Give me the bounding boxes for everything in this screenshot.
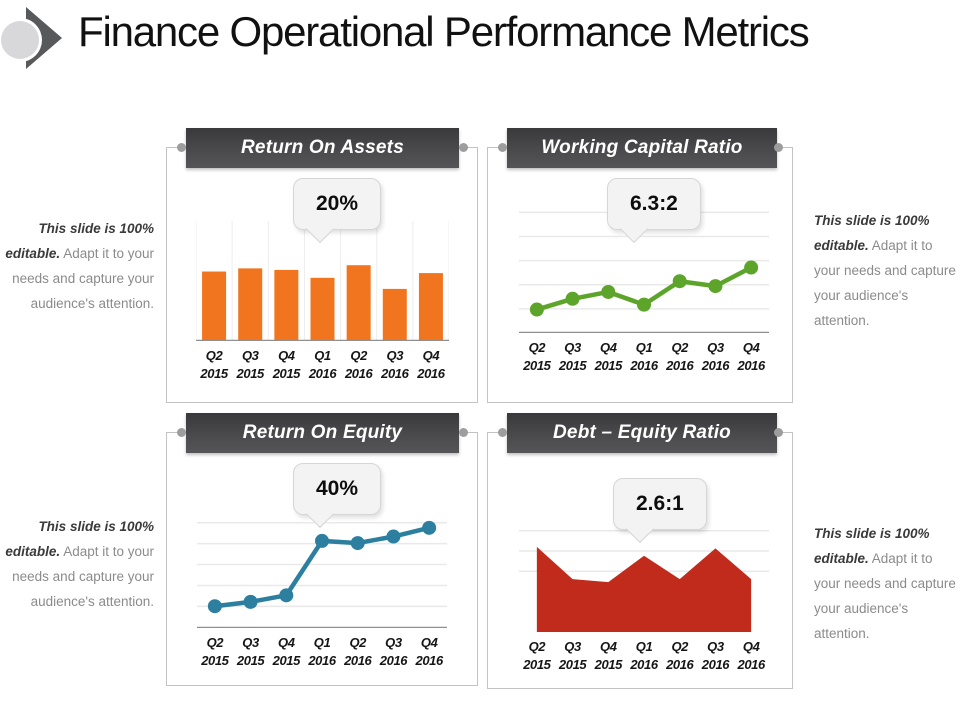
- panel-debt-equity-ratio: Debt – Equity Ratio Q2 2015 Q3 2015 Q4 2015 Q1…: [487, 413, 793, 689]
- x-axis-label: Q3 2016: [381, 348, 409, 381]
- callout-bubble: 20%: [293, 178, 382, 244]
- panel-return-on-equity: Return On Equity Q2 2015 Q3 2015 Q4 2015 Q1 201…: [166, 413, 478, 686]
- x-axis-label: Q3 2015: [558, 340, 587, 373]
- x-axis-label: Q3 2016: [379, 635, 408, 668]
- callout-bubble: 40%: [293, 463, 382, 529]
- x-axis-label: Q3 2015: [236, 348, 265, 381]
- callout-value: 6.3:2: [630, 192, 678, 215]
- x-axis-labels: Q2 2015 Q3 2015 Q4 2015 Q1 2016 Q2 2016 Q3 2016 Q4 20…: [197, 634, 447, 670]
- callout-value: 40%: [316, 477, 359, 500]
- connector-dot-icon: [177, 143, 186, 152]
- note-bold-text: This slide is 100% editable.: [5, 518, 154, 559]
- connector-dot-icon: [774, 143, 783, 152]
- x-axis-label: Q2 2016: [344, 635, 372, 668]
- note-bold-text: This slide is 100% editable.: [814, 212, 930, 253]
- connector-dot-icon: [459, 143, 468, 152]
- note-bottom-right: This slide is 100% editable. Adapt it to…: [814, 521, 958, 646]
- x-axis-label: Q2 2016: [344, 348, 373, 381]
- x-axis-label: Q2 2015: [523, 340, 551, 373]
- x-axis-label: Q3 2015: [236, 635, 265, 668]
- x-axis-label: Q4 2015: [594, 639, 623, 672]
- x-axis-label: Q1 2016: [308, 348, 337, 381]
- connector-dot-icon: [774, 428, 783, 437]
- panel-header: Working Capital Ratio: [507, 128, 777, 168]
- connector-dot-icon: [459, 428, 468, 437]
- connector-dot-icon: [177, 428, 186, 437]
- connector-dot-icon: [498, 428, 507, 437]
- x-axis-label: Q3 2016: [701, 340, 730, 373]
- panel-header: Return On Assets: [186, 128, 459, 168]
- x-axis-label: Q2 2015: [201, 635, 229, 668]
- x-axis-labels: Q2 2015 Q3 2015 Q4 2015 Q1 2016 Q2 2016 Q3 2016 Q4 20…: [519, 638, 769, 674]
- x-axis-label: Q2 2016: [666, 639, 694, 672]
- panel-header: Return On Equity: [186, 413, 459, 453]
- note-bold-text: This slide is 100% editable.: [5, 220, 154, 261]
- note-bottom-left: This slide is 100% editable. Adapt it to…: [4, 514, 154, 614]
- note-regular-text: Adapt it to your needs and capture your …: [12, 543, 154, 609]
- x-axis-labels: Q2 2015 Q3 2015 Q4 2015 Q1 2016 Q2 2016 Q3 2016 Q4 20…: [196, 347, 449, 383]
- panel-return-on-assets: Return On Assets Q2 2015 Q3 2015 Q4 2015 Q1 201…: [166, 128, 478, 403]
- x-axis-label: Q3 2016: [701, 639, 730, 672]
- x-axis-label: Q4 2016: [415, 635, 444, 668]
- callout-value: 2.6:1: [636, 492, 684, 515]
- arrow-bullet-icon: [0, 4, 72, 74]
- callout-bubble: 2.6:1: [613, 478, 707, 544]
- line-chart-return-on-equity: [197, 520, 447, 628]
- x-axis-label: Q2 2016: [666, 340, 694, 373]
- x-axis-labels: Q2 2015 Q3 2015 Q4 2015 Q1 2016 Q2 2016 Q3 2016 Q4 20…: [519, 339, 769, 375]
- bar-chart-return-on-assets: [196, 221, 449, 341]
- x-axis-label: Q3 2015: [558, 639, 587, 672]
- callout-value: 20%: [316, 192, 359, 215]
- x-axis-label: Q4 2016: [737, 340, 766, 373]
- x-axis-label: Q4 2015: [272, 348, 301, 381]
- x-axis-label: Q4 2015: [272, 635, 301, 668]
- x-axis-label: Q1 2016: [630, 639, 658, 672]
- note-bold-text: This slide is 100% editable.: [814, 525, 930, 566]
- x-axis-label: Q1 2016: [308, 635, 336, 668]
- x-axis-label: Q4 2016: [417, 348, 445, 381]
- x-axis-label: Q4 2015: [594, 340, 623, 373]
- x-axis-label: Q1 2016: [630, 340, 658, 373]
- x-axis-label: Q4 2016: [737, 639, 766, 672]
- panel-title: Return On Equity: [242, 422, 403, 443]
- note-top-left: This slide is 100% editable. Adapt it to…: [4, 216, 154, 316]
- note-regular-text: Adapt it to your needs and capture your …: [814, 550, 956, 641]
- panel-title: Working Capital Ratio: [541, 137, 743, 158]
- panel-working-capital-ratio: Working Capital Ratio Q2 2015 Q3 2015 Q4 2015…: [487, 128, 793, 403]
- page-title: Finance Operational Performance Metrics: [78, 8, 810, 55]
- connector-dot-icon: [498, 143, 507, 152]
- area-chart-debt-equity-ratio: [519, 530, 769, 632]
- note-regular-text: Adapt it to your needs and capture your …: [814, 237, 956, 328]
- note-top-right: This slide is 100% editable. Adapt it to…: [814, 208, 958, 333]
- note-regular-text: Adapt it to your needs and capture your …: [12, 245, 154, 311]
- panel-title: Debt – Equity Ratio: [553, 422, 731, 443]
- x-axis-label: Q2 2015: [200, 348, 228, 381]
- callout-bubble: 6.3:2: [607, 178, 701, 244]
- circle-icon: [1, 21, 39, 59]
- panel-header: Debt – Equity Ratio: [507, 413, 777, 453]
- x-axis-label: Q2 2015: [523, 639, 551, 672]
- panel-title: Return On Assets: [241, 137, 404, 158]
